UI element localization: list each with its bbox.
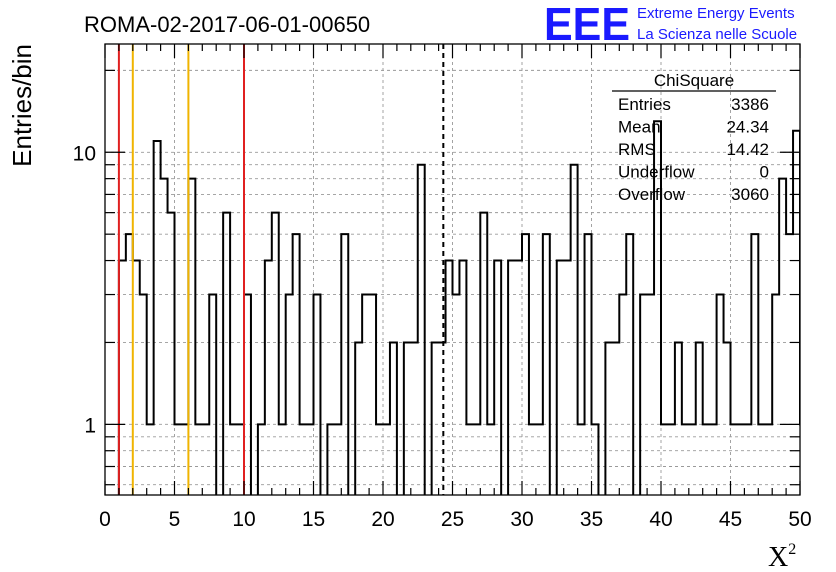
x-axis-label-main: X [768, 542, 788, 572]
stats-row-value: 0 [760, 163, 769, 182]
stats-row-value: 24.34 [726, 118, 769, 137]
x-tick-label: 15 [302, 508, 325, 531]
stats-row-label: RMS [618, 140, 656, 159]
grid-lines [105, 44, 800, 495]
stats-box: ChiSquare Entries 3386 Mean 24.34 RMS 14.42 Un… [612, 71, 776, 204]
x-tick-label: 30 [510, 508, 533, 531]
x-tick-label: 50 [788, 508, 811, 531]
stats-row-label: Entries [618, 95, 671, 114]
x-axis-label-superscript: 2 [788, 541, 796, 558]
stats-row-value: 3386 [731, 95, 769, 114]
stats-title: ChiSquare [654, 71, 734, 90]
stats-row-label: Overflow [618, 185, 686, 204]
stats-row-label: Mean [618, 118, 661, 137]
x-tick-label: 0 [99, 508, 111, 531]
logo-line1: Extreme Energy Events [637, 5, 795, 22]
x-tick-label: 5 [169, 508, 181, 531]
x-tick-label: 10 [232, 508, 255, 531]
x-tick-label: 45 [719, 508, 742, 531]
y-tick-label: 10 [73, 142, 96, 165]
stats-row-label: Underflow [618, 163, 695, 182]
y-tick-label: 1 [84, 414, 96, 437]
histogram [117, 120, 800, 495]
x-tick-label: 40 [649, 508, 672, 531]
x-tick-label: 20 [371, 508, 394, 531]
x-tick-label: 25 [441, 508, 464, 531]
vertical-markers [117, 44, 445, 495]
histogram-line [117, 120, 800, 495]
axis-ticks: 0 5 10 15 20 25 30 35 40 45 50 1 10 [73, 44, 812, 531]
logo-mark: EEE [544, 0, 630, 50]
stats-row-value: 3060 [731, 185, 769, 204]
x-axis-label: X2 [768, 541, 796, 572]
chart-title: ROMA-02-2017-06-01-00650 [84, 12, 370, 37]
y-axis-label: Entries/bin [7, 44, 37, 167]
x-tick-label: 35 [580, 508, 603, 531]
stats-row-value: 14.42 [726, 140, 769, 159]
logo-line2: La Scienza nelle Scuole [637, 26, 797, 43]
